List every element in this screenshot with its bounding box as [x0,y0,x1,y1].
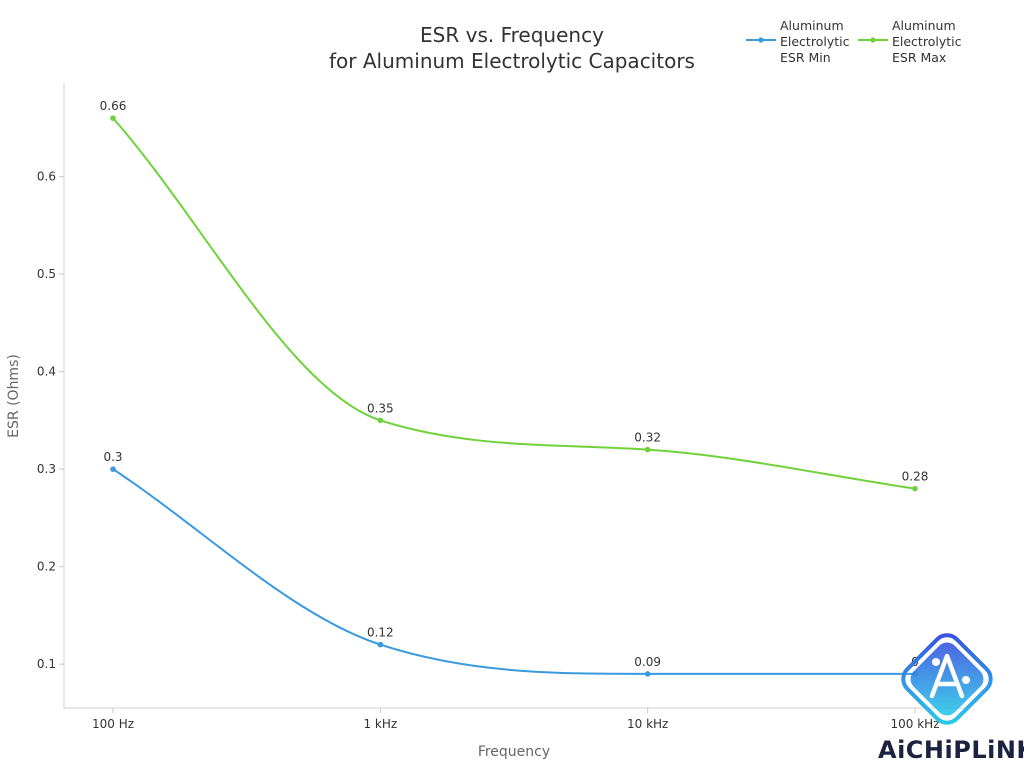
data-label-esr-max: 0.35 [367,401,394,415]
data-point-esr-min [644,671,651,677]
legend-swatch-esr-max [858,37,888,43]
data-point-esr-min [377,641,384,648]
data-label-esr-max: 0.28 [902,470,929,484]
chart-title: ESR vs. Frequency [420,23,604,47]
y-tick-label: 0.3 [37,462,56,476]
x-axis-label: Frequency [478,744,550,760]
y-axis-label: ESR (Ohms) [6,354,22,438]
series-line-esr-max [112,117,916,490]
data-label-esr-max: 0.32 [634,431,661,445]
y-tick-label: 0.4 [37,365,56,379]
data-point-esr-max [377,417,384,424]
x-tick-label: 100 Hz [92,717,134,731]
y-tick-label: 0.2 [37,560,56,574]
x-tick-label: 1 kHz [363,717,397,731]
data-label-esr-min: 0.12 [367,626,394,640]
data-label-esr-min: 0.09 [634,655,661,669]
series-line-esr-min [112,468,915,675]
watermark-text: AiCHiPLiNK [878,736,1024,764]
y-tick-label: 0.1 [37,657,56,671]
y-tick-label: 0.5 [37,267,56,281]
watermark-logo-icon [901,633,993,725]
x-tick-label: 100 kHz [891,717,940,731]
x-tick-label: 10 kHz [627,717,668,731]
data-label-esr-max: 0.66 [100,99,127,113]
legend-swatch-esr-min [746,37,776,43]
y-tick-label: 0.6 [37,170,56,184]
chart-subtitle: for Aluminum Electrolytic Capacitors [329,49,695,73]
data-point-esr-max [644,446,651,453]
data-point-esr-max [110,115,116,121]
data-point-esr-max [912,485,918,492]
legend-label-esr-min: Aluminum Electrolytic ESR Min [780,18,850,65]
legend-label-esr-max: Aluminum Electrolytic ESR Max [892,18,962,65]
data-label-esr-min: 0.3 [103,450,122,464]
data-point-esr-min [110,466,116,472]
